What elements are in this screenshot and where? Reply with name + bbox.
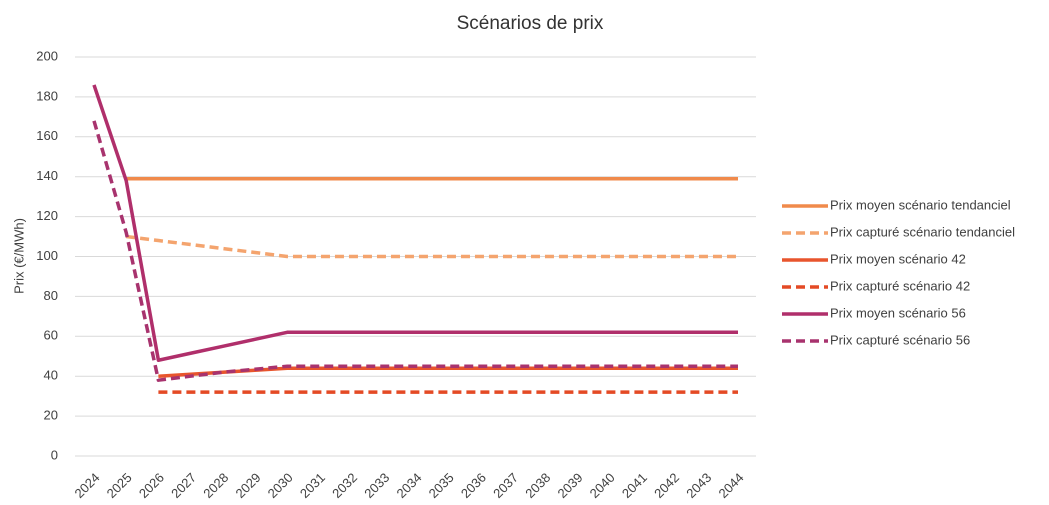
x-tick-label: 2035 [426,470,457,500]
x-tick-label: 2039 [554,470,585,500]
x-tick-label: 2038 [522,470,553,500]
x-tick-label: 2042 [651,470,682,500]
legend-label: Prix moyen scénario 56 [830,305,966,320]
x-tick-label: 2027 [168,470,199,500]
x-tick-label: 2036 [458,470,489,500]
legend-label: Prix capturé scénario 42 [830,278,970,293]
legend-label: Prix capturé scénario 56 [830,332,970,347]
x-tick-label: 2033 [361,470,392,500]
x-tick-label: 2041 [619,470,650,500]
x-tick-label: 2029 [232,470,263,500]
y-tick-label: 20 [44,408,58,423]
x-tick-label: 2026 [136,470,167,500]
legend-label: Prix moyen scénario 42 [830,251,966,266]
legend-label: Prix moyen scénario tendanciel [830,197,1011,212]
x-tick-label: 2032 [329,470,360,500]
y-tick-label: 160 [36,128,58,143]
x-tick-label: 2031 [297,470,328,500]
y-tick-label: 180 [36,88,58,103]
y-tick-label: 40 [44,368,58,383]
x-tick-label: 2037 [490,470,521,500]
chart-title: Scénarios de prix [457,13,604,34]
y-axis-label: Prix (€/MWh) [11,218,26,294]
legend-label: Prix capturé scénario tendanciel [830,224,1015,239]
x-tick-label: 2044 [715,470,746,500]
x-tick-label: 2043 [683,470,714,500]
x-tick-label: 2024 [71,470,102,500]
series-line [92,120,738,382]
y-tick-label: 200 [36,48,58,63]
y-tick-label: 120 [36,208,58,223]
y-tick-label: 140 [36,168,58,183]
y-tick-label: 100 [36,248,58,263]
x-tick-label: 2025 [104,470,135,500]
y-tick-label: 80 [44,288,58,303]
x-tick-label: 2030 [265,470,296,500]
series-line [125,234,738,259]
series-line [92,84,738,362]
x-tick-label: 2040 [587,470,618,500]
y-tick-label: 0 [51,447,58,462]
x-tick-label: 2028 [200,470,231,500]
x-tick-label: 2034 [393,470,424,500]
y-tick-label: 60 [44,328,58,343]
